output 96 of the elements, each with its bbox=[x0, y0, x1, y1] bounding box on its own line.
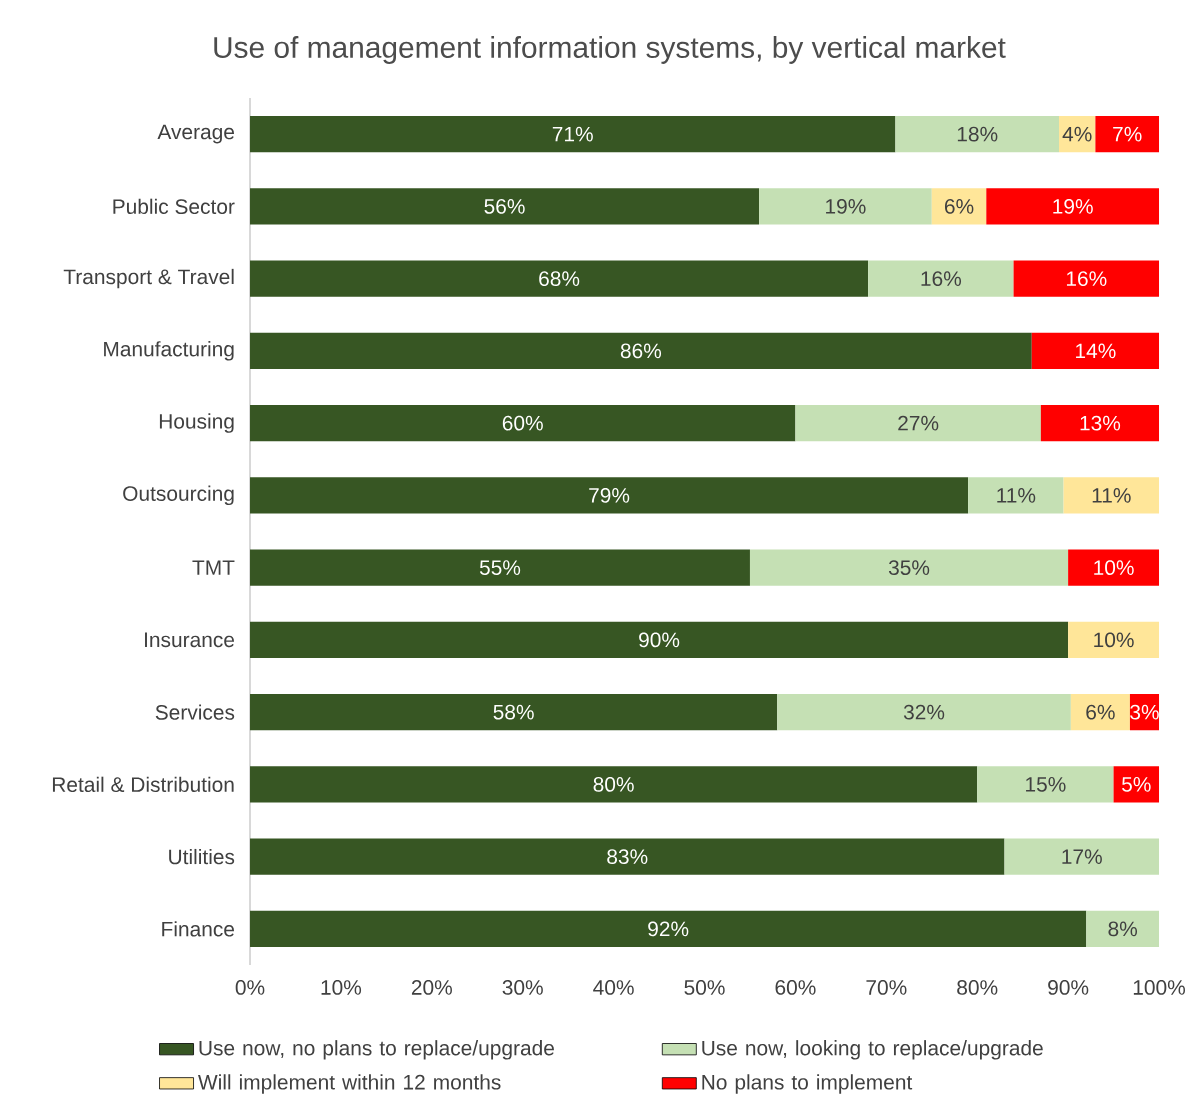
bar bbox=[1068, 621, 1160, 658]
x-tick-label: 100% bbox=[1133, 980, 1186, 995]
y-tick-label: Public Sector bbox=[113, 198, 235, 215]
data-label: 55% bbox=[479, 560, 521, 575]
data-label: 60% bbox=[502, 415, 543, 431]
data-label: 8% bbox=[1108, 921, 1138, 937]
data-label: 10% bbox=[1094, 560, 1134, 576]
bar bbox=[250, 910, 1087, 947]
data-label: 4% bbox=[1062, 126, 1092, 142]
data-label: 17% bbox=[1062, 849, 1102, 864]
bar bbox=[795, 405, 1041, 442]
y-tick-label: Outsourcing bbox=[123, 485, 234, 506]
data-label: 56% bbox=[484, 198, 525, 214]
legend-label: Use now, no plans to replace/upgrade bbox=[199, 1040, 554, 1060]
x-tick-label: 50% bbox=[684, 980, 725, 995]
bar bbox=[1113, 766, 1160, 803]
bar bbox=[931, 188, 987, 225]
bar bbox=[1068, 549, 1160, 586]
legend-label: Will implement within 12 months bbox=[198, 1074, 501, 1094]
data-label: 18% bbox=[957, 126, 998, 142]
data-label: 71% bbox=[552, 126, 593, 142]
chart-title: Use of management information systems, by vertical market bbox=[214, 36, 1006, 64]
bar bbox=[1040, 405, 1160, 442]
y-tick-label: Services bbox=[155, 704, 235, 720]
data-label: 19% bbox=[1053, 198, 1093, 214]
bar bbox=[968, 477, 1064, 514]
bar bbox=[250, 332, 1032, 369]
bar bbox=[868, 260, 1014, 297]
x-tick-label: 20% bbox=[411, 980, 452, 995]
data-label: 5% bbox=[1122, 777, 1151, 792]
data-label: 16% bbox=[1066, 271, 1107, 287]
bar bbox=[250, 188, 760, 225]
data-label: 19% bbox=[826, 198, 866, 214]
y-tick-label: Insurance bbox=[145, 632, 235, 648]
x-tick-label: 30% bbox=[502, 980, 543, 995]
x-tick-label: 70% bbox=[866, 980, 907, 995]
data-label: 80% bbox=[593, 776, 634, 792]
y-tick-label: Retail & Distribution bbox=[52, 776, 234, 793]
bar bbox=[1095, 116, 1160, 153]
data-label: 27% bbox=[898, 415, 939, 431]
y-tick-label: TMT bbox=[192, 560, 235, 575]
y-tick-label: Utilities bbox=[169, 848, 235, 865]
y-tick-label: Housing bbox=[159, 413, 234, 433]
bar bbox=[250, 694, 778, 731]
y-tick-label: Transport & Travel bbox=[63, 268, 234, 289]
bar bbox=[777, 694, 1071, 731]
bar bbox=[986, 188, 1160, 225]
y-tick-label: Manufacturing bbox=[104, 341, 234, 361]
bar bbox=[895, 116, 1060, 153]
bar bbox=[749, 549, 1069, 586]
bar bbox=[250, 116, 896, 153]
data-label: 79% bbox=[589, 487, 630, 503]
x-tick-label: 90% bbox=[1048, 980, 1089, 995]
bar bbox=[250, 621, 1069, 658]
data-label: 92% bbox=[648, 921, 689, 937]
bar bbox=[250, 549, 750, 586]
bar bbox=[250, 838, 1005, 875]
data-label: 58% bbox=[493, 704, 534, 720]
bar bbox=[1004, 838, 1160, 875]
bar bbox=[250, 405, 796, 442]
legend-label: Use now, looking to replace/upgrade bbox=[702, 1040, 1043, 1060]
data-label: 11% bbox=[1092, 488, 1131, 503]
data-label: 11% bbox=[997, 488, 1036, 503]
data-label: 32% bbox=[903, 704, 945, 720]
data-label: 6% bbox=[1086, 704, 1115, 720]
legend-label: No plans to implement bbox=[702, 1074, 913, 1094]
data-label: 90% bbox=[639, 632, 680, 648]
bar bbox=[250, 766, 978, 803]
bar bbox=[1031, 332, 1160, 369]
x-tick-label: 40% bbox=[593, 980, 634, 995]
y-tick-label: Average bbox=[157, 124, 235, 144]
data-label: 86% bbox=[620, 343, 662, 359]
x-tick-label: 10% bbox=[321, 980, 362, 995]
data-label: 83% bbox=[607, 849, 648, 865]
data-label: 14% bbox=[1076, 343, 1116, 359]
bar bbox=[977, 766, 1114, 803]
data-label: 35% bbox=[888, 560, 930, 576]
bar bbox=[1070, 694, 1130, 731]
data-label: 6% bbox=[944, 198, 974, 214]
bar bbox=[1063, 477, 1160, 514]
x-tick-label: 0% bbox=[235, 980, 265, 995]
data-label: 13% bbox=[1080, 415, 1121, 431]
bar bbox=[1013, 260, 1160, 297]
data-label: 7% bbox=[1113, 126, 1142, 142]
bar bbox=[250, 477, 969, 514]
bar bbox=[1086, 910, 1160, 947]
bar bbox=[250, 260, 869, 297]
data-label: 16% bbox=[921, 271, 962, 287]
data-label: 10% bbox=[1094, 632, 1134, 648]
data-label: 15% bbox=[1026, 777, 1066, 792]
data-label: 68% bbox=[539, 271, 580, 287]
bar bbox=[759, 188, 932, 225]
x-tick-label: 80% bbox=[957, 980, 998, 995]
y-tick-label: Finance bbox=[162, 921, 235, 937]
data-label: 3% bbox=[1130, 704, 1159, 720]
x-tick-label: 60% bbox=[775, 980, 816, 995]
